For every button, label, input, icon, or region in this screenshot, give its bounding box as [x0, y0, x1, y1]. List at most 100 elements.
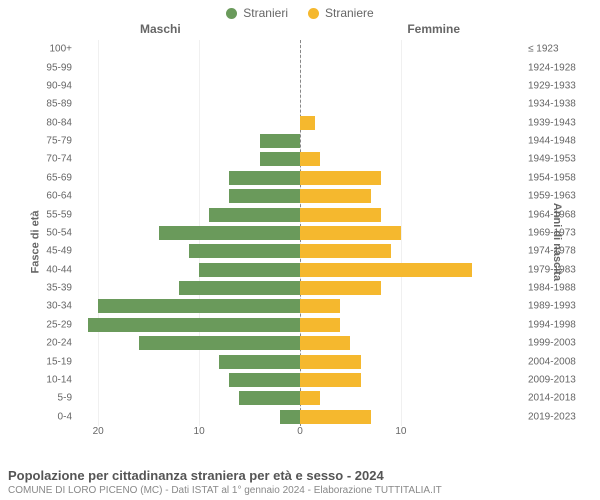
male-bar — [260, 134, 300, 148]
age-label: 75-79 — [6, 136, 78, 147]
birth-year-label: 2014-2018 — [522, 393, 594, 404]
male-bar — [280, 410, 300, 424]
birth-year-label: 1964-1968 — [522, 209, 594, 220]
birth-year-label: 1924-1928 — [522, 62, 594, 73]
x-tick-label: 20 — [93, 426, 104, 437]
age-label: 40-44 — [6, 264, 78, 275]
legend-item-male: Stranieri — [226, 6, 288, 20]
female-bar — [300, 244, 391, 258]
pyramid-row: 60-641959-1963 — [78, 187, 522, 205]
birth-year-label: 2019-2023 — [522, 411, 594, 422]
age-label: 30-34 — [6, 301, 78, 312]
pyramid-row: 55-591964-1968 — [78, 205, 522, 223]
female-bar — [300, 263, 472, 277]
birth-year-label: 2009-2013 — [522, 374, 594, 385]
age-label: 95-99 — [6, 62, 78, 73]
birth-year-label: 1959-1963 — [522, 191, 594, 202]
male-bar — [209, 208, 300, 222]
birth-year-label: 1994-1998 — [522, 319, 594, 330]
male-bar — [88, 318, 300, 332]
plot-area: 100+≤ 192395-991924-192890-941929-193385… — [78, 40, 522, 426]
birth-year-label: 2004-2008 — [522, 356, 594, 367]
chart-title: Popolazione per cittadinanza straniera p… — [8, 468, 592, 483]
age-label: 60-64 — [6, 191, 78, 202]
male-bar — [260, 152, 300, 166]
female-bar — [300, 116, 315, 130]
birth-year-label: 1989-1993 — [522, 301, 594, 312]
pyramid-row: 5-92014-2018 — [78, 389, 522, 407]
pyramid-row: 25-291994-1998 — [78, 316, 522, 334]
male-bar — [139, 336, 300, 350]
chart-footer: Popolazione per cittadinanza straniera p… — [8, 468, 592, 496]
male-bar — [189, 244, 300, 258]
pyramid-row: 0-42019-2023 — [78, 408, 522, 426]
age-label: 70-74 — [6, 154, 78, 165]
x-tick-label: 0 — [297, 426, 303, 437]
birth-year-label: 1999-2003 — [522, 338, 594, 349]
age-label: 20-24 — [6, 338, 78, 349]
age-label: 35-39 — [6, 283, 78, 294]
pyramid-row: 30-341989-1993 — [78, 297, 522, 315]
female-bar — [300, 373, 361, 387]
pyramid-row: 85-891934-1938 — [78, 95, 522, 113]
male-bar — [159, 226, 300, 240]
birth-year-label: 1929-1933 — [522, 80, 594, 91]
legend-female-label: Straniere — [325, 6, 374, 20]
male-bar — [229, 373, 300, 387]
x-tick-label: 10 — [395, 426, 406, 437]
birth-year-label: 1979-1983 — [522, 264, 594, 275]
age-label: 25-29 — [6, 319, 78, 330]
birth-year-label: 1934-1938 — [522, 99, 594, 110]
age-label: 15-19 — [6, 356, 78, 367]
male-bar — [229, 189, 300, 203]
female-bar — [300, 208, 381, 222]
female-bar — [300, 336, 350, 350]
female-bar — [300, 152, 320, 166]
birth-year-label: 1969-1973 — [522, 227, 594, 238]
female-bar — [300, 355, 361, 369]
birth-year-label: 1974-1978 — [522, 246, 594, 257]
birth-year-label: 1944-1948 — [522, 136, 594, 147]
pyramid-row: 80-841939-1943 — [78, 114, 522, 132]
male-bar — [179, 281, 300, 295]
female-bar — [300, 318, 340, 332]
pyramid-row: 65-691954-1958 — [78, 169, 522, 187]
pyramid-rows: 100+≤ 192395-991924-192890-941929-193385… — [78, 40, 522, 426]
pyramid-row: 70-741949-1953 — [78, 150, 522, 168]
birth-year-label: 1984-1988 — [522, 283, 594, 294]
pyramid-row: 35-391984-1988 — [78, 279, 522, 297]
age-label: 0-4 — [6, 411, 78, 422]
female-bar — [300, 391, 320, 405]
age-label: 80-84 — [6, 117, 78, 128]
female-bar — [300, 410, 371, 424]
male-swatch — [226, 8, 237, 19]
age-label: 10-14 — [6, 374, 78, 385]
pyramid-row: 40-441979-1983 — [78, 261, 522, 279]
pyramid-row: 75-791944-1948 — [78, 132, 522, 150]
age-label: 100+ — [6, 44, 78, 55]
pyramid-row: 15-192004-2008 — [78, 352, 522, 370]
birth-year-label: ≤ 1923 — [522, 44, 594, 55]
female-bar — [300, 281, 381, 295]
age-label: 55-59 — [6, 209, 78, 220]
female-bar — [300, 171, 381, 185]
age-label: 50-54 — [6, 227, 78, 238]
legend: Stranieri Straniere — [0, 0, 600, 22]
pyramid-row: 90-941929-1933 — [78, 77, 522, 95]
pyramid-row: 45-491974-1978 — [78, 242, 522, 260]
female-swatch — [308, 8, 319, 19]
chart-area: Maschi Femmine Fasce di età Anni di nasc… — [0, 22, 600, 462]
female-column-header: Femmine — [407, 22, 460, 36]
pyramid-row: 20-241999-2003 — [78, 334, 522, 352]
age-label: 5-9 — [6, 393, 78, 404]
age-label: 85-89 — [6, 99, 78, 110]
male-column-header: Maschi — [140, 22, 181, 36]
birth-year-label: 1939-1943 — [522, 117, 594, 128]
chart-subtitle: COMUNE DI LORO PICENO (MC) - Dati ISTAT … — [8, 485, 592, 496]
male-bar — [229, 171, 300, 185]
legend-item-female: Straniere — [308, 6, 374, 20]
pyramid-row: 10-142009-2013 — [78, 371, 522, 389]
age-label: 90-94 — [6, 80, 78, 91]
pyramid-row: 100+≤ 1923 — [78, 40, 522, 58]
male-bar — [239, 391, 300, 405]
